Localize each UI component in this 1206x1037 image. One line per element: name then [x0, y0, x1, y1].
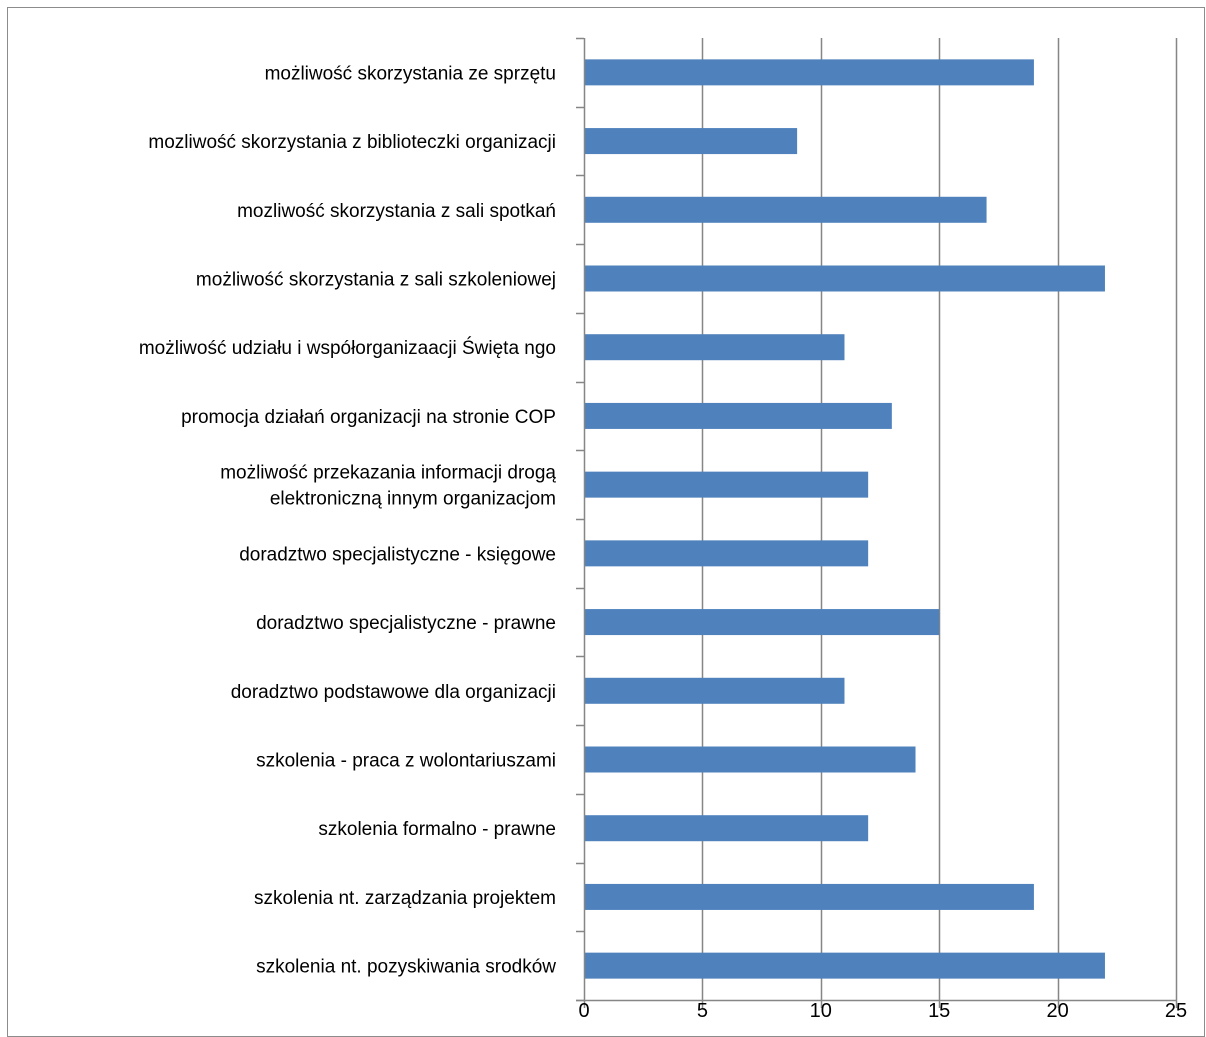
category-label-12: szkolenia formalno - prawne	[318, 819, 556, 840]
x-tick-label-20: 20	[1046, 1000, 1068, 1020]
bar-5	[585, 334, 845, 361]
category-label-2: mozliwość skorzystania z biblioteczki or…	[148, 132, 556, 153]
bar-8	[585, 540, 869, 567]
x-tick-label-5: 5	[697, 1000, 708, 1020]
category-label-10: doradztwo podstawowe dla organizacji	[231, 682, 556, 703]
category-label-3: mozliwość skorzystania z sali spotkań	[237, 201, 556, 222]
category-labels: możliwość skorzystania ze sprzętu mozliwo…	[139, 63, 557, 977]
category-label-9: doradztwo specjalistyczne - prawne	[256, 613, 556, 634]
bar-3	[585, 196, 987, 223]
category-label-4: możliwość skorzystania z sali szkoleniow…	[196, 270, 556, 291]
category-label-8: doradztwo specjalistyczne - księgowe	[239, 544, 556, 565]
x-tick-label-10: 10	[810, 1000, 832, 1020]
bar-4	[585, 265, 1105, 292]
bar-6	[585, 402, 892, 429]
bar-1	[585, 59, 1034, 86]
gridlines	[701, 38, 1178, 1000]
category-label-5: możliwość udziału i współorganizaacji Św…	[139, 337, 556, 359]
bars	[585, 59, 1105, 979]
bar-7	[585, 471, 869, 498]
x-tick-label-25: 25	[1165, 1000, 1187, 1020]
axes	[576, 37, 1178, 1008]
bar-9	[585, 609, 940, 636]
category-label-1: możliwość skorzystania ze sprzętu	[265, 63, 556, 84]
bar-12	[585, 815, 869, 842]
x-tick-label-15: 15	[928, 1000, 950, 1020]
category-label-7: możliwość przekazania informacji drogą el…	[220, 463, 556, 510]
bar-10	[585, 677, 845, 704]
bar-11	[585, 746, 916, 773]
bar-2	[585, 128, 798, 155]
bar-13	[585, 883, 1034, 910]
category-label-6: promocja działań organizacji na stronie …	[181, 407, 556, 428]
x-tick-label-0: 0	[578, 1000, 589, 1020]
bar-14	[585, 952, 1105, 979]
category-label-14: szkolenia nt. pozyskiwania srodków	[256, 957, 556, 978]
category-label-13: szkolenia nt. zarządzania projektem	[254, 888, 556, 909]
category-label-11: szkolenia - praca z wolontariuszami	[256, 751, 556, 772]
x-tick-labels: 0 5 10 15 20 25	[578, 1000, 1187, 1020]
